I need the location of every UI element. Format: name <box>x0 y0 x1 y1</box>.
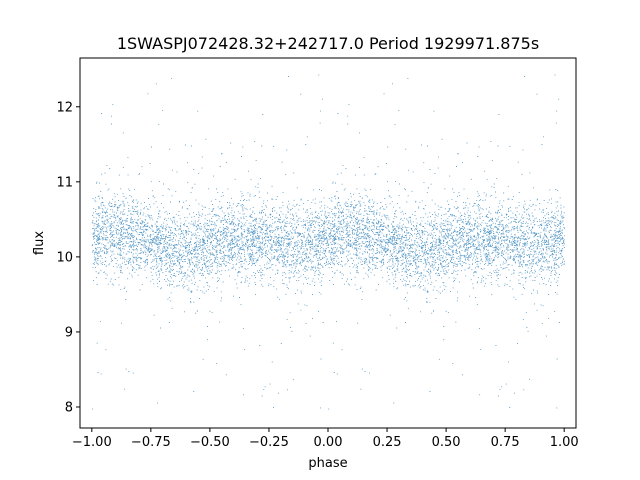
x-axis-label: phase <box>308 456 347 471</box>
x-tick-label: −0.25 <box>249 435 289 450</box>
y-axis-label: flux <box>32 231 47 255</box>
x-tick-label: 0.50 <box>432 435 461 450</box>
x-axis: −1.00 −0.75 −0.50 −0.25 0.00 0.25 0.50 0.75 1.00 <box>72 428 579 450</box>
x-tick-label: −0.50 <box>190 435 230 450</box>
scatter-points <box>91 74 565 410</box>
x-tick-label: 0.75 <box>491 435 520 450</box>
x-tick-label: 1.00 <box>550 435 579 450</box>
data-point-cloud <box>91 74 565 410</box>
y-tick-label: 10 <box>56 250 73 265</box>
x-tick-label: −0.75 <box>131 435 171 450</box>
chart-title: 1SWASPJ072428.32+242717.0 Period 1929971… <box>117 34 539 53</box>
x-tick-label: 0.00 <box>314 435 343 450</box>
y-tick-label: 12 <box>56 100 73 115</box>
y-axis: 8 9 10 11 12 <box>56 100 80 415</box>
y-tick-label: 11 <box>56 175 73 190</box>
y-tick-label: 9 <box>65 325 73 340</box>
y-tick-label: 8 <box>65 400 73 415</box>
x-tick-label: 0.25 <box>373 435 402 450</box>
x-tick-label: −1.00 <box>72 435 112 450</box>
